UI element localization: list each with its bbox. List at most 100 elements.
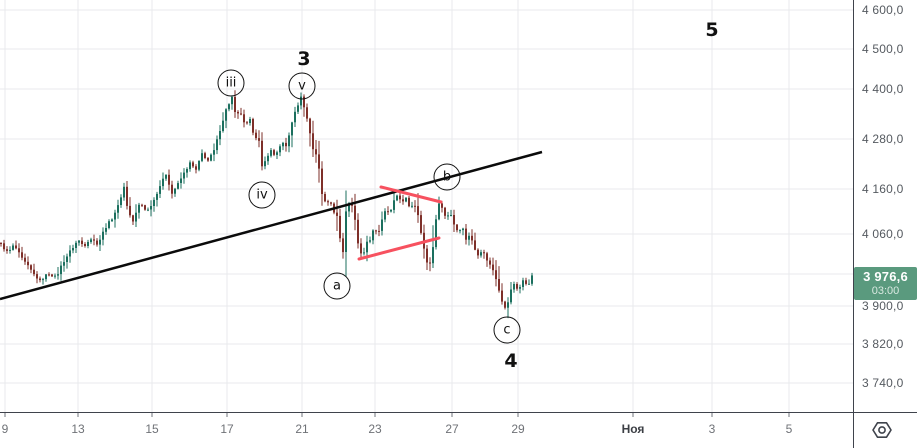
candle-body (477, 249, 479, 256)
candle-body (378, 230, 380, 232)
candle-body (504, 301, 506, 308)
wave-label-iv[interactable]: iv (248, 181, 276, 209)
candle-body (57, 274, 59, 276)
candle-body (489, 260, 491, 265)
candle-body (39, 278, 41, 281)
candle-body (330, 202, 332, 204)
candle-body (177, 183, 179, 189)
candle-body (363, 252, 365, 254)
candle-body (27, 261, 29, 266)
candle-body (87, 242, 89, 246)
candle-body (60, 265, 62, 275)
candle-body (498, 279, 500, 291)
correction-channel-line-2[interactable] (357, 236, 441, 261)
candle-body (312, 133, 314, 150)
candle-body (66, 256, 68, 262)
candle-body (228, 104, 230, 110)
candle-body (267, 155, 269, 162)
candle-body (465, 228, 467, 240)
candle-body (354, 205, 356, 220)
candle-body (426, 248, 428, 263)
candle-body (69, 250, 71, 257)
candle-body (510, 289, 512, 303)
candle-body (486, 253, 488, 261)
trendline[interactable] (0, 150, 543, 301)
candle-body (276, 152, 278, 155)
candle-body (180, 178, 182, 183)
candle-body (336, 212, 338, 216)
wave-label-a[interactable]: a (323, 272, 351, 300)
candle-body (273, 150, 275, 155)
candle-body (198, 160, 200, 170)
candle-body (171, 184, 173, 194)
candle-body (234, 96, 236, 112)
candle-body (324, 194, 326, 202)
candle-body (447, 215, 449, 217)
wave-label-3[interactable]: 3 (297, 48, 311, 70)
candle-body (162, 178, 164, 187)
candle-body (300, 96, 302, 106)
candle-body (390, 209, 392, 212)
wave-label-b[interactable]: b (433, 163, 461, 191)
candle-body (105, 228, 107, 232)
candle-body (270, 150, 272, 156)
candle-body (306, 107, 308, 119)
candle-body (345, 211, 347, 252)
candle-body (531, 275, 533, 284)
candle-body (96, 240, 98, 245)
candle-body (216, 139, 218, 151)
wave-label-c[interactable]: c (493, 316, 521, 344)
candle-body (75, 242, 77, 248)
candle-body (240, 113, 242, 115)
candle-body (507, 302, 509, 308)
last-price-time: 03:00 (871, 285, 900, 297)
candle-body (150, 206, 152, 210)
candle-body (321, 168, 323, 194)
candle-body (315, 149, 317, 155)
time-axis-label-month: Ноя (621, 422, 645, 436)
candle-body (258, 138, 260, 141)
time-axis-label: 15 (145, 422, 159, 436)
candle-body (54, 275, 56, 277)
candle-body (201, 153, 203, 161)
last-price-badge: 3 976,6 03:00 (854, 267, 917, 301)
candle-body (159, 186, 161, 194)
candle-body (438, 203, 440, 220)
candle-body (9, 249, 11, 251)
candle-body (6, 249, 8, 251)
candle-body (519, 287, 521, 289)
correction-channel-line-1[interactable] (379, 185, 443, 204)
wave-label-4[interactable]: 4 (504, 350, 518, 372)
wave-label-5[interactable]: 5 (705, 19, 719, 41)
candle-body (441, 203, 443, 208)
candle-body (444, 207, 446, 216)
candle-body (471, 235, 473, 241)
candle-body (303, 96, 305, 108)
candle-body (495, 270, 497, 280)
candle-body (51, 274, 53, 277)
candle-body (261, 140, 263, 167)
candle-body (99, 239, 101, 245)
timezone-settings-button[interactable] (864, 416, 900, 444)
candle-body (450, 215, 452, 216)
candle-body (15, 245, 17, 249)
candle-body (186, 169, 188, 173)
candle-body (213, 150, 215, 155)
candle-body (0, 243, 2, 244)
candle-body (318, 154, 320, 169)
price-axis-label: 4 400,0 (862, 82, 904, 96)
candle-body (474, 240, 476, 250)
wave-label-v[interactable]: v (288, 72, 316, 100)
candle-body (420, 215, 422, 233)
candle-body (456, 224, 458, 231)
candle-body (225, 109, 227, 121)
candle-body (387, 211, 389, 213)
candle-body (3, 243, 5, 250)
candle-body (414, 205, 416, 207)
candle-body (45, 274, 47, 280)
wave-label-iii[interactable]: iii (217, 69, 245, 97)
candle-body (189, 162, 191, 170)
candle-body (294, 111, 296, 123)
candle-body (222, 120, 224, 131)
